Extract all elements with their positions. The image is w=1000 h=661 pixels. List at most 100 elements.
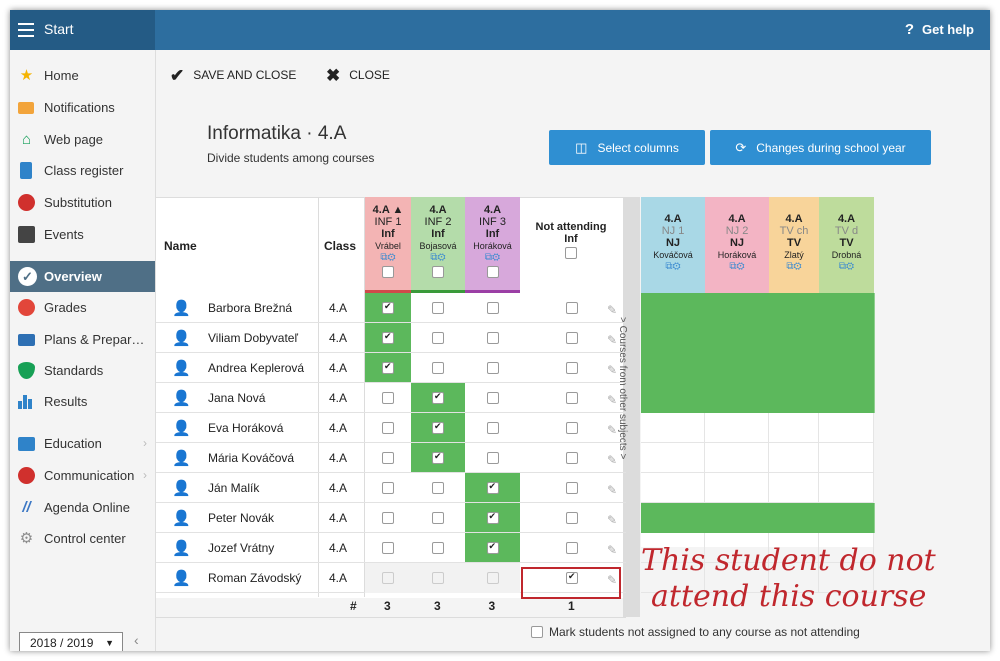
other-course-header-l3: TV <box>786 237 802 249</box>
sidebar-item-web-page[interactable]: ⌂ Web page <box>10 124 155 155</box>
course-checkbox[interactable] <box>486 392 499 404</box>
save-and-close-button[interactable]: ✔ SAVE AND CLOSE <box>170 66 296 86</box>
not-attending-checkbox[interactable] <box>566 332 578 344</box>
sidebar-item-home[interactable]: ★ Home <box>10 60 155 91</box>
row-divider <box>156 562 626 563</box>
changes-during-school-year-button[interactable]: ⟳ Changes during school year <box>710 130 931 165</box>
sidebar-item-control-center[interactable]: ⚙ Control center <box>10 523 155 554</box>
other-empty-cell <box>769 533 819 563</box>
copy-settings-icon[interactable]: ⧉⚙ <box>786 261 802 272</box>
course-checkbox[interactable] <box>486 511 499 524</box>
not-attending-checkbox[interactable] <box>566 362 578 374</box>
select-all-checkbox[interactable] <box>486 266 499 278</box>
course-checkbox[interactable] <box>382 392 394 404</box>
mark-not-attending-checkbox[interactable] <box>531 626 543 638</box>
sidebar-item-notifications[interactable]: Notifications <box>10 92 155 123</box>
course-checkbox[interactable] <box>382 422 394 434</box>
sidebar-item-education[interactable]: Education › <box>10 428 155 459</box>
sidebar-item-agenda-online[interactable]: // Agenda Online <box>10 492 155 523</box>
other-subjects-strip[interactable] <box>623 197 640 617</box>
select-all-checkbox[interactable] <box>382 266 394 278</box>
copy-settings-icon[interactable]: ⧉⚙ <box>838 261 855 272</box>
course-checkbox[interactable] <box>382 452 394 464</box>
sidebar-item-results[interactable]: Results <box>10 386 155 417</box>
not-attending-checkbox[interactable] <box>566 302 578 314</box>
pencil-icon[interactable]: ✎ <box>607 543 618 557</box>
close-icon: ✖ <box>326 66 341 85</box>
sidebar-item-grades[interactable]: Grades <box>10 292 155 323</box>
not-attending-checkbox[interactable] <box>566 422 578 434</box>
course-checkbox[interactable] <box>432 542 444 554</box>
course-header[interactable]: 4.A INF 2 Inf Bojasová ⧉⚙ <box>411 197 465 293</box>
annotation-line-1: This student do not <box>641 543 936 578</box>
course-checkbox[interactable] <box>382 331 394 344</box>
course-checkbox[interactable] <box>432 451 444 464</box>
select-all-checkbox[interactable] <box>432 266 444 278</box>
course-checkbox[interactable] <box>486 422 499 434</box>
copy-settings-icon[interactable]: ⧉⚙ <box>484 252 501 263</box>
not-attending-checkbox[interactable] <box>566 571 578 584</box>
sidebar-item-standards[interactable]: Standards <box>10 355 155 386</box>
student-class: 4.A <box>329 571 348 585</box>
pencil-icon[interactable]: ✎ <box>607 483 618 497</box>
course-checkbox[interactable] <box>432 421 444 434</box>
course-checkbox[interactable] <box>432 302 444 314</box>
course-checkbox[interactable] <box>382 482 394 494</box>
course-checkbox[interactable] <box>486 481 499 494</box>
copy-settings-icon[interactable]: ⧉⚙ <box>665 261 681 272</box>
copy-settings-icon[interactable]: ⧉⚙ <box>430 252 446 263</box>
not-attending-checkbox[interactable] <box>566 452 578 464</box>
course-checkbox[interactable] <box>432 362 444 374</box>
course-checkbox[interactable] <box>382 512 394 524</box>
course-header[interactable]: 4.A ▲ INF 1 Inf Vrábel ⧉⚙ <box>365 197 411 293</box>
select-columns-button[interactable]: ◫ Select columns <box>549 130 705 165</box>
course-checkbox[interactable] <box>486 302 499 314</box>
chevron-right-icon: › <box>143 468 147 482</box>
not-attending-header-text: Inf <box>564 233 578 245</box>
column-divider <box>318 197 319 597</box>
sidebar-item-label: Agenda Online <box>44 500 131 515</box>
course-checkbox[interactable] <box>486 452 499 464</box>
pencil-icon[interactable]: ✎ <box>607 333 618 347</box>
other-course-header: 4.A NJ 2 NJ Horáková ⧉⚙ <box>705 197 769 293</box>
not-attending-checkbox[interactable] <box>566 512 578 524</box>
sidebar-item-plans[interactable]: Plans & Prepar… <box>10 324 155 355</box>
course-checkbox[interactable] <box>486 332 499 344</box>
pencil-icon[interactable]: ✎ <box>607 453 618 467</box>
menu-toggle[interactable]: Start <box>10 10 155 50</box>
course-checkbox[interactable] <box>432 332 444 344</box>
course-checkbox[interactable] <box>432 512 444 524</box>
pencil-icon[interactable]: ✎ <box>607 513 618 527</box>
pencil-icon[interactable]: ✎ <box>607 393 618 407</box>
course-checkbox[interactable] <box>382 361 394 374</box>
get-help-button[interactable]: ? Get help <box>905 21 974 38</box>
course-checkbox[interactable] <box>382 542 394 554</box>
collapse-sidebar-icon[interactable]: ‹ <box>134 632 139 648</box>
course-checkbox[interactable] <box>486 362 499 374</box>
sidebar-item-overview[interactable]: ✓ Overview <box>10 261 155 292</box>
close-button[interactable]: ✖ CLOSE <box>326 66 390 86</box>
course-checkbox[interactable] <box>486 541 499 554</box>
pencil-icon[interactable]: ✎ <box>607 363 618 377</box>
course-header[interactable]: 4.A INF 3 Inf Horáková ⧉⚙ <box>465 197 520 293</box>
school-year-select[interactable]: 2018 / 2019 ▼ <box>19 632 123 651</box>
select-all-checkbox[interactable] <box>565 247 577 259</box>
sidebar-item-substitution[interactable]: Substitution <box>10 187 155 218</box>
course-checkbox <box>382 572 394 584</box>
person-icon: 👤 <box>172 390 191 407</box>
copy-settings-icon[interactable]: ⧉⚙ <box>729 261 745 272</box>
course-checkbox[interactable] <box>432 391 444 404</box>
pencil-icon[interactable]: ✎ <box>607 573 618 587</box>
sidebar-item-class-register[interactable]: Class register <box>10 155 155 186</box>
not-attending-checkbox[interactable] <box>566 542 578 554</box>
not-attending-checkbox[interactable] <box>566 482 578 494</box>
copy-settings-icon[interactable]: ⧉⚙ <box>380 252 396 263</box>
sidebar-item-events[interactable]: Events <box>10 219 155 250</box>
course-checkbox[interactable] <box>382 301 394 314</box>
pencil-icon[interactable]: ✎ <box>607 303 618 317</box>
sidebar-item-communication[interactable]: Communication › <box>10 460 155 491</box>
pencil-icon[interactable]: ✎ <box>607 423 618 437</box>
course-checkbox[interactable] <box>432 482 444 494</box>
course-total: 3 <box>434 599 441 613</box>
not-attending-checkbox[interactable] <box>566 392 578 404</box>
